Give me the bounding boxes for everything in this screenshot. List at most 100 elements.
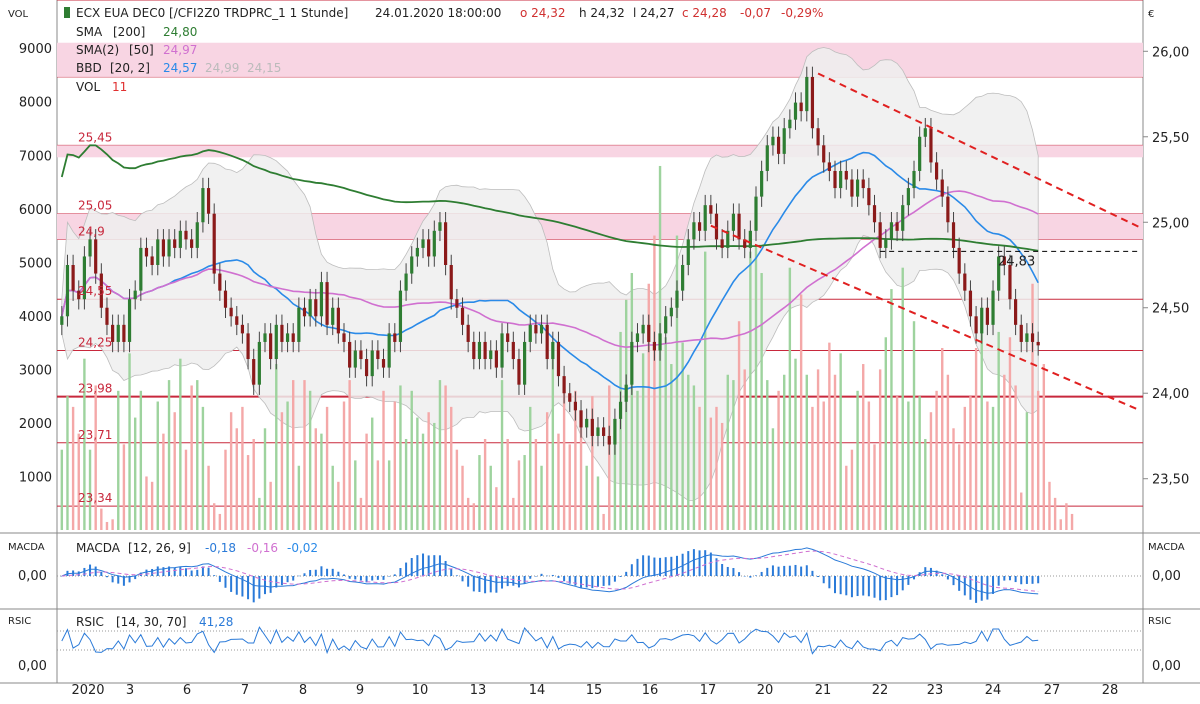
volume-bar-42 [297,465,301,530]
candle-body-7 [99,273,103,308]
price-tick-0: 23,50 [1152,473,1189,488]
volume-bar-56 [376,460,380,530]
volume-bar-174 [1042,364,1046,530]
macd-hist-104 [647,555,650,576]
volume-bar-60 [399,385,402,530]
macd-hist-4 [83,567,86,576]
volume-bar-105 [653,235,656,531]
candle-body-61 [404,273,408,291]
volume-bar-98 [613,422,617,530]
macd-hist-31 [235,576,238,595]
macd-hist-29 [224,576,227,588]
candle-body-52 [353,350,357,368]
legend-sma200[interactable]: SMA [200] 24,80 [76,25,197,39]
candle-body-116 [714,213,719,240]
candle-body-137 [833,170,837,189]
volume-tick-3: 4000 [19,310,52,325]
candle-body-148 [895,222,899,231]
macd-hist-134 [817,576,820,578]
legend-bbd[interactable]: BBD [20, 2] 24,57 24,99 24,15 [76,61,281,75]
macd-hist-173 [1037,576,1040,584]
candle-body-77 [494,350,498,368]
candle-body-28 [218,273,222,291]
volume-bar-154 [929,412,933,530]
candle-body-156 [940,179,944,197]
macd-hist-25 [201,566,204,576]
volume-tick-1: 2000 [19,417,52,432]
candle-body-91 [573,401,577,411]
macd-name: MACDA [76,541,121,555]
macd-hist-92 [580,576,583,588]
macd-hist-151 [913,576,916,580]
candle-body-150 [906,188,910,206]
candle-body-105 [652,341,657,351]
macd-hist-32 [241,576,244,597]
candle-body-22 [184,230,188,240]
volume-bar-29 [224,449,227,530]
volume-bar-87 [551,342,555,530]
macd-hist-33 [247,576,250,600]
candle-body-24 [195,222,199,248]
macd-hist-110 [681,553,684,576]
macd-hist-15 [145,569,148,576]
macd-hist-42 [297,575,300,577]
volume-bar-140 [850,449,854,530]
macd-hist-135 [822,576,825,584]
volume-bar-0 [60,449,64,530]
macd-hist-149 [901,576,904,591]
macd-hist-46 [320,566,323,576]
volume-bar-57 [382,390,385,530]
rsi-name: RSIC [76,615,104,629]
candle-body-138 [839,170,843,189]
macd-hist-121 [743,576,746,577]
candle-body-83 [528,324,532,342]
volume-bar-150 [907,401,910,530]
candle-body-27 [212,213,216,274]
candle-body-166 [997,256,1001,291]
macd-hist-105 [653,557,656,576]
candle-body-160 [963,273,967,291]
legend-sma50[interactable]: SMA(2) [50] 24,97 [76,43,197,57]
volume-bar-139 [845,465,848,530]
header-datetime: 24.01.2020 18:00:00 [375,6,501,20]
volume-tick-2: 3000 [19,363,52,378]
legend-vol[interactable]: VOL 11 [76,80,127,94]
macd-hist-72 [467,576,470,587]
volume-bar-179 [1070,513,1074,530]
volume-bar-58 [387,460,391,530]
macd-hist-5 [89,564,92,576]
candle-body-90 [568,393,572,402]
macd-hist-85 [540,573,543,576]
candle-body-115 [709,205,713,214]
volume-bar-59 [393,401,396,530]
candle-body-126 [771,136,775,146]
candle-body-141 [855,179,860,197]
volume-bar-16 [150,481,154,530]
volume-bar-164 [986,401,989,530]
x-tick-8: 14 [529,683,546,698]
macd-hist-169 [1014,576,1017,583]
volume-bar-22 [184,449,188,530]
macd-hist-141 [856,576,859,597]
macd-hist-94 [591,576,594,589]
macd-hist-60 [399,568,402,576]
candle-body-84 [534,324,538,334]
candle-body-14 [139,247,143,291]
legend-bbd-params: [20, 2] [110,61,150,75]
macd-hist-44 [309,569,312,576]
macd-hist-57 [382,576,385,580]
volume-bar-107 [664,337,667,530]
macd-hist-87 [551,574,554,576]
macd-hist-154 [929,567,932,576]
volume-bar-15 [145,476,148,530]
volume-bar-30 [229,412,233,530]
volume-bar-111 [687,374,690,530]
macd-hist-164 [986,576,989,600]
candle-body-4 [82,256,86,300]
x-tick-5: 9 [356,683,364,698]
volume-bar-85 [540,465,543,530]
candle-body-57 [381,359,386,368]
macd-value3: -0,02 [287,541,318,555]
macd-hist-86 [546,575,549,577]
candle-body-2 [71,265,75,291]
